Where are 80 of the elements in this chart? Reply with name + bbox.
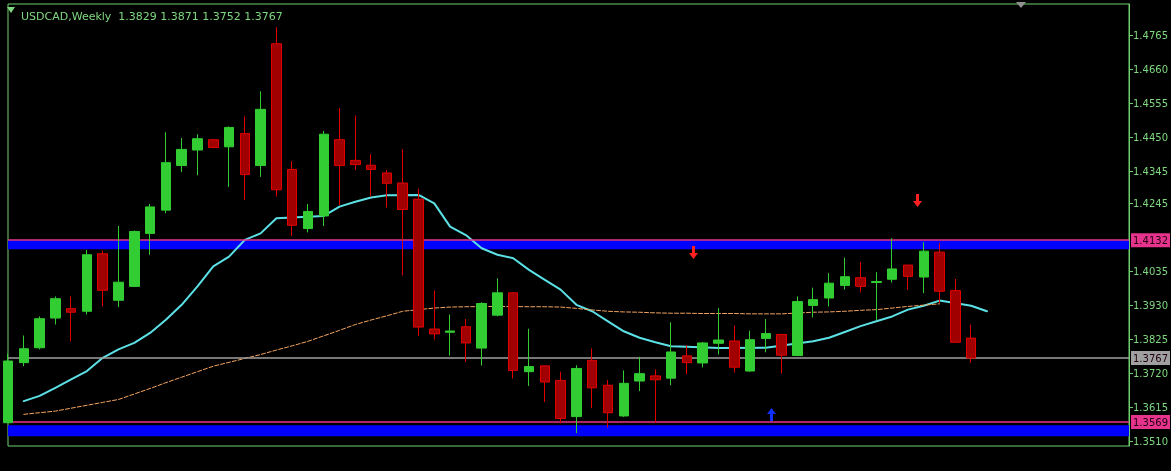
candlestick <box>397 148 408 276</box>
y-tick-label: 1.4245 <box>1133 198 1169 210</box>
candlestick <box>808 287 818 318</box>
candlestick <box>682 344 692 375</box>
candlestick <box>824 272 834 307</box>
candlestick <box>950 278 961 344</box>
candlestick <box>82 249 92 315</box>
candlestick <box>540 365 550 403</box>
candlestick <box>619 369 629 418</box>
y-tick-label: 1.4555 <box>1133 98 1169 110</box>
candlestick <box>461 318 471 363</box>
y-tick-label: 1.3825 <box>1133 333 1169 345</box>
candlestick <box>934 242 945 304</box>
line-series <box>23 303 941 415</box>
candlestick <box>745 330 755 373</box>
candlestick <box>840 257 850 291</box>
candlestick <box>208 138 219 149</box>
candlestick <box>634 356 645 392</box>
candlestick <box>334 107 345 206</box>
candlestick <box>508 291 518 379</box>
candlestick <box>729 324 740 374</box>
candlestick <box>587 347 597 409</box>
ref-line-label: 1.3767 <box>1133 352 1169 364</box>
candlestick <box>429 290 440 341</box>
candlestick <box>224 125 234 188</box>
candlestick <box>713 307 724 356</box>
candlestick <box>524 328 534 387</box>
candlestick <box>145 203 155 256</box>
candlestick <box>761 318 771 353</box>
candlestick <box>855 261 866 294</box>
candlestick <box>19 335 29 367</box>
candlestick <box>476 301 487 367</box>
candlestick <box>903 264 913 291</box>
candlestick <box>776 333 787 374</box>
y-tick-label: 1.3510 <box>1133 435 1169 447</box>
y-tick-label: 1.4345 <box>1133 165 1169 177</box>
y-tick-label: 1.3720 <box>1133 367 1169 379</box>
y-tick-label: 1.4765 <box>1133 30 1169 42</box>
candlestick <box>97 250 108 307</box>
candlestick <box>129 229 140 288</box>
candlestick <box>792 295 803 357</box>
line-series <box>22 193 988 403</box>
candlestick <box>697 341 708 368</box>
candlestick <box>50 295 61 326</box>
ref-line-label: 1.3569 <box>1133 416 1169 428</box>
candlestick <box>3 353 13 424</box>
candlestick <box>113 225 124 308</box>
candlestick <box>919 241 929 294</box>
candlestick <box>382 169 392 209</box>
candlestick <box>966 324 976 364</box>
candlestick <box>871 271 882 321</box>
candlestick <box>555 371 566 424</box>
candlestick <box>319 130 329 227</box>
text: USDCAD,Weekly 1.3829 1.3871 1.3752 1.3767 <box>21 10 283 23</box>
y-tick-label: 1.3615 <box>1133 401 1169 413</box>
candlestick <box>255 90 266 178</box>
candlestick <box>287 160 297 237</box>
y-tick-label: 1.4035 <box>1133 266 1169 278</box>
y-tick-label: 1.4660 <box>1133 64 1169 76</box>
y-tick-label: 1.4450 <box>1133 131 1169 143</box>
candlestick <box>445 314 455 357</box>
candlestick <box>192 133 203 176</box>
candlestick <box>413 187 424 337</box>
candlestick <box>571 364 582 434</box>
candlestick <box>161 131 171 214</box>
candlestick <box>650 368 661 424</box>
candlestick <box>666 321 676 386</box>
candlestick <box>271 26 282 198</box>
ref-line-label: 1.4132 <box>1133 234 1169 246</box>
candlestick <box>350 114 361 171</box>
candlestick <box>176 137 187 173</box>
y-tick-label: 1.3930 <box>1133 299 1169 311</box>
candlestick <box>366 153 376 198</box>
candlestick <box>34 315 45 350</box>
candlestick <box>603 379 613 429</box>
candlestick <box>492 277 503 317</box>
candlestick <box>887 237 897 284</box>
candlestick <box>66 295 76 342</box>
candlestick <box>303 203 313 233</box>
candlestick <box>240 115 250 201</box>
